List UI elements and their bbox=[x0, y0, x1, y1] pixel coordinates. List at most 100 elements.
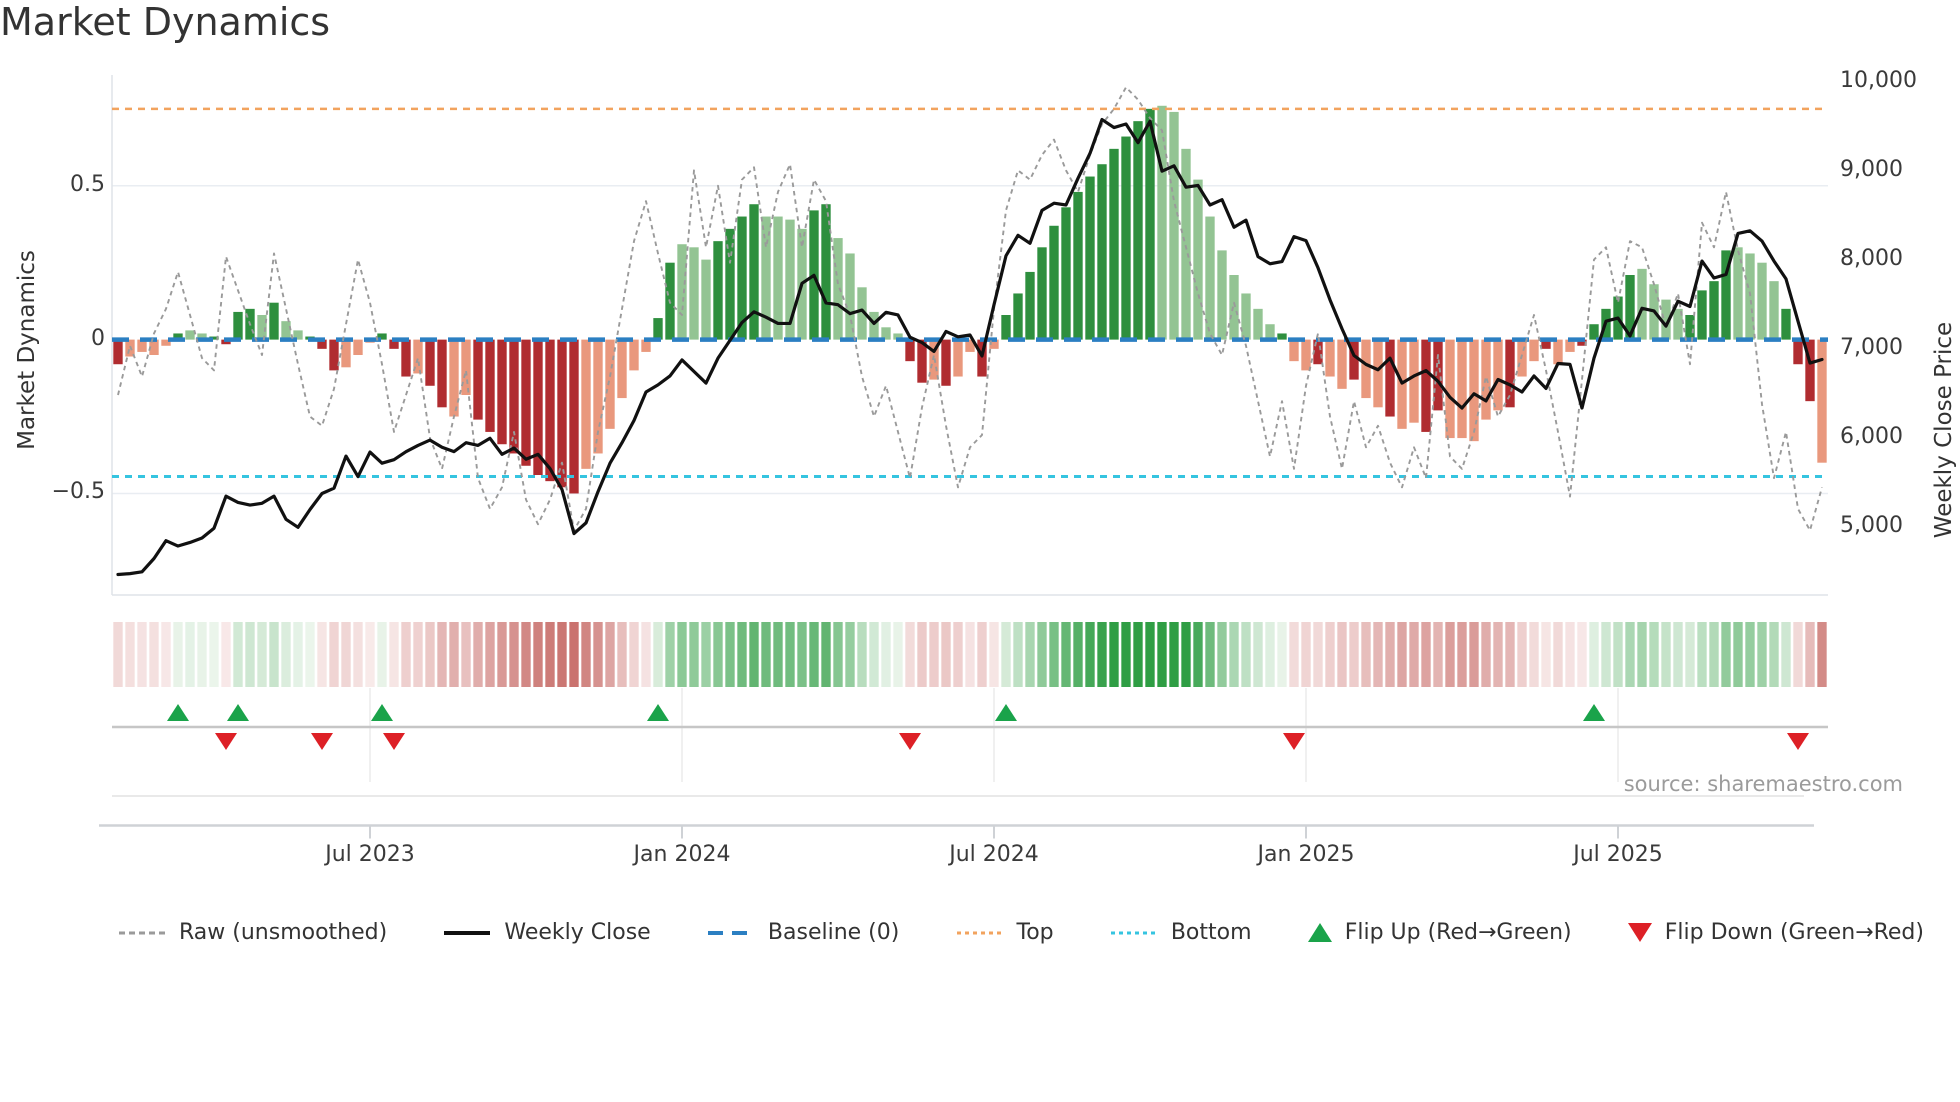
oscillator-bar bbox=[881, 327, 891, 340]
heatmap-cell bbox=[209, 622, 219, 687]
oscillator-bar bbox=[1805, 339, 1815, 402]
heatmap-cell bbox=[761, 622, 771, 687]
heatmap-cell bbox=[1769, 622, 1779, 687]
oscillator-bar bbox=[1025, 271, 1035, 340]
oscillator-bar bbox=[1541, 339, 1551, 349]
oscillator-bar bbox=[1565, 339, 1575, 352]
heatmap-cell bbox=[1421, 622, 1431, 687]
heatmap-cell bbox=[1457, 622, 1467, 687]
oscillator-bar bbox=[1445, 339, 1455, 439]
heatmap-cell bbox=[1553, 622, 1563, 687]
oscillator-bar bbox=[1733, 247, 1743, 340]
heatmap-cell bbox=[869, 622, 879, 687]
flip-up-icon bbox=[1307, 923, 1332, 942]
oscillator-bar bbox=[1817, 339, 1827, 463]
oscillator-bar bbox=[389, 339, 399, 349]
heatmap-cell bbox=[1337, 622, 1347, 687]
heatmap-cell bbox=[389, 622, 399, 687]
heatmap-cell bbox=[281, 622, 291, 687]
heatmap-cell bbox=[1445, 622, 1455, 687]
heatmap-cell bbox=[521, 622, 531, 687]
heatmap-cell bbox=[401, 622, 411, 687]
oscillator-bar bbox=[773, 216, 783, 340]
heatmap-cell bbox=[533, 622, 543, 687]
oscillator-bar bbox=[137, 339, 147, 352]
heatmap-cell bbox=[893, 622, 903, 687]
heatmap-cell bbox=[1193, 622, 1203, 687]
heatmap-cell bbox=[1469, 622, 1479, 687]
oscillator-bar bbox=[557, 339, 567, 488]
oscillator-bar bbox=[1037, 247, 1047, 340]
oscillator-bar bbox=[1241, 293, 1251, 340]
left-axis-tick-label: −0.5 bbox=[51, 479, 105, 505]
flip-up-marker bbox=[227, 704, 249, 721]
oscillator-bar bbox=[1301, 339, 1311, 371]
oscillator-bar bbox=[989, 339, 999, 349]
oscillator-bar bbox=[917, 339, 927, 383]
legend-item: Bottom bbox=[1110, 920, 1252, 945]
oscillator-bar bbox=[173, 333, 183, 340]
heatmap-cell bbox=[1121, 622, 1131, 687]
heatmap-cell bbox=[941, 622, 951, 687]
heatmap-cell bbox=[137, 622, 147, 687]
heatmap-cell bbox=[1745, 622, 1755, 687]
heatmap-cell bbox=[1001, 622, 1011, 687]
oscillator-bar bbox=[1745, 253, 1755, 340]
oscillator-bar bbox=[485, 339, 495, 432]
oscillator-bar bbox=[1169, 111, 1179, 340]
x-axis-tick-label: Jul 2025 bbox=[1573, 842, 1663, 867]
heatmap-cell bbox=[953, 622, 963, 687]
oscillator-bar bbox=[1121, 136, 1131, 340]
heatmap-cell bbox=[449, 622, 459, 687]
heatmap-cell bbox=[989, 622, 999, 687]
oscillator-bar bbox=[857, 287, 867, 340]
heatmap-cell bbox=[1289, 622, 1299, 687]
heatmap-cell bbox=[821, 622, 831, 687]
oscillator-bar bbox=[1697, 290, 1707, 340]
heatmap-cell bbox=[437, 622, 447, 687]
heatmap-cell bbox=[1361, 622, 1371, 687]
heatmap-cell bbox=[737, 622, 747, 687]
heatmap-cell bbox=[653, 622, 663, 687]
heatmap-cell bbox=[605, 622, 615, 687]
heatmap-cell bbox=[1217, 622, 1227, 687]
dashed-line-swatch-icon bbox=[119, 931, 165, 934]
oscillator-bar bbox=[1205, 216, 1215, 340]
right-axis-tick-label: 8,000 bbox=[1840, 246, 1903, 272]
heatmap-cell bbox=[1577, 622, 1587, 687]
heatmap-cell bbox=[1313, 622, 1323, 687]
legend-item-label: Raw (unsmoothed) bbox=[179, 920, 388, 945]
heatmap-cell bbox=[317, 622, 327, 687]
heatmap-cell bbox=[1697, 622, 1707, 687]
oscillator-bar bbox=[1637, 268, 1647, 340]
oscillator-bar bbox=[521, 339, 531, 466]
oscillator-bar bbox=[377, 333, 387, 340]
heatmap-cell bbox=[1061, 622, 1071, 687]
legend-item-label: Flip Down (Green→Red) bbox=[1664, 920, 1924, 945]
oscillator-bar bbox=[1145, 108, 1155, 340]
oscillator-bar bbox=[257, 315, 267, 340]
oscillator-bar bbox=[593, 339, 603, 454]
oscillator-bar bbox=[209, 336, 219, 340]
heatmap-cell bbox=[1793, 622, 1803, 687]
legend: Raw (unsmoothed) Weekly Close Baseline (0)… bbox=[118, 920, 1924, 945]
oscillator-bar bbox=[413, 339, 423, 374]
heatmap-cell bbox=[1253, 622, 1263, 687]
x-axis-tick-label: Jan 2024 bbox=[633, 842, 731, 867]
heatmap-cell bbox=[341, 622, 351, 687]
left-axis-tick-label: 0.5 bbox=[70, 171, 105, 197]
x-axis-tick-label: Jul 2023 bbox=[325, 842, 415, 867]
oscillator-bar bbox=[1337, 339, 1347, 389]
oscillator-bar bbox=[269, 302, 279, 340]
heatmap-cell bbox=[665, 622, 675, 687]
oscillator-bar bbox=[197, 333, 207, 340]
heatmap-cell bbox=[977, 622, 987, 687]
oscillator-bar bbox=[329, 339, 339, 371]
oscillator-bar bbox=[1253, 308, 1263, 340]
heatmap-cell bbox=[1073, 622, 1083, 687]
oscillator-bar bbox=[1721, 250, 1731, 340]
heatmap-cell bbox=[1601, 622, 1611, 687]
heatmap-cell bbox=[1397, 622, 1407, 687]
